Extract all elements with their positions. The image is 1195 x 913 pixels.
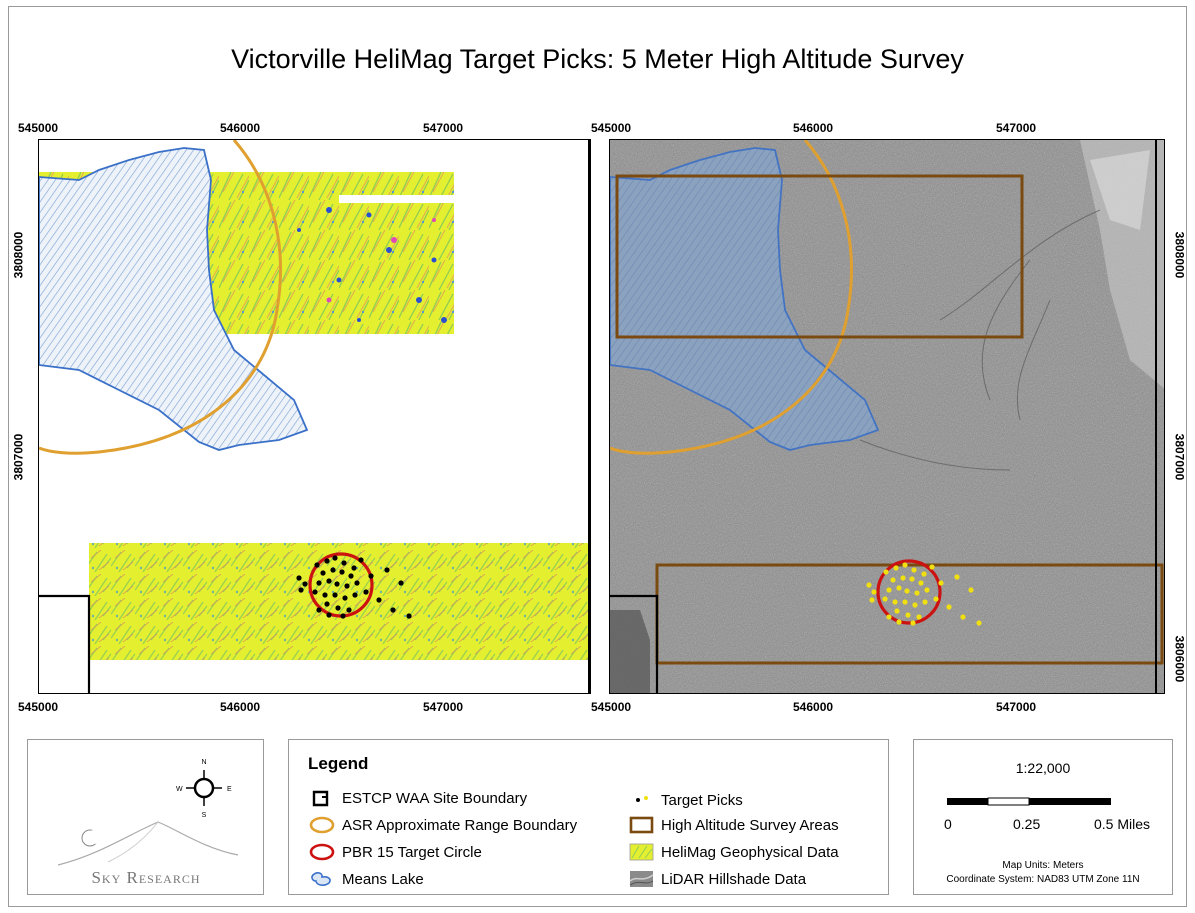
compass-n: N [201, 759, 206, 766]
target-picks-right [866, 562, 982, 626]
helimag-area-south [89, 543, 590, 660]
right-y-tick-3: 3806000 [1172, 635, 1187, 683]
drainage-lines [859, 209, 1101, 471]
right-x-tick-top-1: 545000 [591, 121, 632, 135]
scale-label-025: 0.25 [1013, 816, 1041, 832]
site-boundary-left [39, 594, 91, 693]
legend-label: ASR Approximate Range Boundary [342, 816, 578, 834]
lidar-icon [627, 869, 655, 889]
means-lake [610, 147, 880, 451]
legend-item-lidar: LiDAR Hillshade Data [627, 869, 806, 889]
target-circle-icon [308, 842, 336, 862]
right-x-tick-bottom-2: 546000 [793, 700, 834, 714]
legend-label: PBR 15 Target Circle [342, 843, 482, 861]
left-x-tick-bottom-1: 545000 [18, 700, 59, 714]
scale-label-05: 0.5 Miles [1094, 816, 1151, 832]
pbr15-target-circle [876, 559, 942, 625]
north-arrow-and-logo: N S E W Sky Research [57, 759, 239, 887]
compass-w: W [176, 786, 183, 793]
site-boundary-icon [308, 788, 336, 808]
range-boundary-icon [308, 815, 336, 835]
legend-label: High Altitude Survey Areas [661, 816, 839, 834]
map-units: Map Units: Meters [1002, 860, 1084, 871]
left-y-tick-2: 3807000 [11, 433, 26, 481]
compass-e: E [227, 786, 232, 793]
hillshade-peak [1090, 150, 1150, 230]
legend-item-helimag: HeliMag Geophysical Data [627, 842, 839, 862]
right-x-tick-top-2: 546000 [793, 121, 834, 135]
scale-panel: 1:22,000 0 0.25 0.5 Miles Map Units: Met… [913, 739, 1173, 895]
range-boundary-arc [39, 140, 282, 455]
target-picks-icon [627, 790, 655, 810]
legend-item-target-circle: PBR 15 Target Circle [308, 842, 482, 862]
left-y-tick-1: 3808000 [11, 231, 26, 279]
legend-item-range-boundary: ASR Approximate Range Boundary [308, 815, 577, 835]
scale-ratio: 1:22,000 [1015, 760, 1071, 776]
target-picks-left [296, 555, 412, 619]
site-boundary-fill [610, 610, 650, 693]
legend-label: LiDAR Hillshade Data [661, 870, 807, 888]
left-x-tick-top-2: 546000 [220, 121, 261, 135]
left-map-canvas [39, 140, 590, 693]
survey-area-north [615, 174, 1024, 339]
scale-label-0: 0 [944, 816, 952, 832]
legend-label: Target Picks [661, 791, 743, 809]
compass-s: S [202, 812, 207, 819]
left-x-tick-bottom-2: 546000 [220, 700, 261, 714]
legend-item-means-lake: Means Lake [308, 869, 424, 889]
means-lake [39, 147, 309, 451]
site-boundary-left [610, 594, 659, 693]
helimag-icon [627, 842, 655, 862]
legend-label: ESTCP WAA Site Boundary [342, 789, 528, 807]
legend-label: Means Lake [342, 870, 424, 888]
legend-title: Legend [308, 754, 369, 773]
legend-item-target-picks: Target Picks [627, 790, 743, 810]
right-map-canvas [610, 140, 1164, 693]
logo-text: Sky Research [91, 868, 200, 887]
left-map-frame[interactable] [38, 139, 591, 694]
left-x-tick-bottom-3: 547000 [423, 700, 464, 714]
legend-item-survey-areas: High Altitude Survey Areas [627, 815, 839, 835]
coordinate-system: Coordinate System: NAD83 UTM Zone 11N [946, 874, 1140, 885]
logo-panel: N S E W Sky Research [27, 739, 264, 895]
right-x-tick-bottom-3: 547000 [996, 700, 1037, 714]
compass-icon [186, 770, 222, 806]
map-title: Victorville HeliMag Target Picks: 5 Mete… [231, 44, 964, 74]
sky-research-mountain-icon [57, 821, 239, 866]
right-x-tick-top-3: 547000 [996, 121, 1037, 135]
map-frame [8, 6, 1187, 907]
right-y-tick-1: 3808000 [1172, 231, 1187, 279]
scale-bar [947, 797, 1111, 806]
left-x-tick-top-1: 545000 [18, 121, 59, 135]
legend-item-site-boundary: ESTCP WAA Site Boundary [308, 788, 527, 808]
survey-area-icon [627, 815, 655, 835]
left-x-tick-top-3: 547000 [423, 121, 464, 135]
right-x-tick-bottom-1: 545000 [591, 700, 632, 714]
right-map-frame[interactable] [609, 139, 1165, 694]
lake-icon [308, 869, 336, 889]
legend-label: HeliMag Geophysical Data [661, 843, 839, 861]
range-boundary-arc [610, 140, 853, 455]
legend-panel: Legend ESTCP WAA Site Boundary ASR Appro… [288, 739, 889, 895]
right-y-tick-2: 3807000 [1172, 433, 1187, 481]
